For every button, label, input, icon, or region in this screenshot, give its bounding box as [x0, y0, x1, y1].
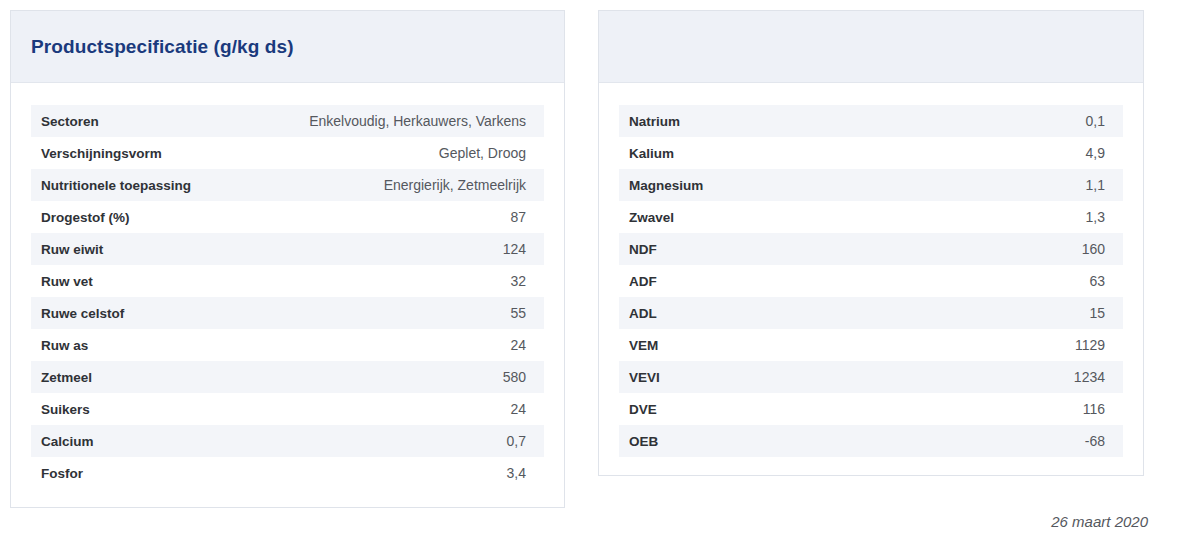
table-row: Ruw vet 32: [31, 265, 544, 297]
row-value: 160: [1082, 241, 1105, 257]
row-label: Calcium: [41, 434, 94, 449]
spec-table-left: Sectoren Enkelvoudig, Herkauwers, Varken…: [11, 83, 564, 507]
mineral-spec-card: Natrium 0,1 Kalium 4,9 Magnesium 1,1 Zwa…: [598, 10, 1144, 476]
row-value: 0,1: [1086, 113, 1105, 129]
row-value: Energierijk, Zetmeelrijk: [384, 177, 526, 193]
table-row: Ruw eiwit 124: [31, 233, 544, 265]
row-value: 24: [510, 337, 526, 353]
table-row: Zwavel 1,3: [619, 201, 1123, 233]
table-row: VEVI 1234: [619, 361, 1123, 393]
row-label: Nutritionele toepassing: [41, 178, 191, 193]
row-label: VEM: [629, 338, 658, 353]
row-label: Zetmeel: [41, 370, 92, 385]
row-label: Verschijningsvorm: [41, 146, 162, 161]
row-value: 55: [510, 305, 526, 321]
row-value: 0,7: [507, 433, 526, 449]
page-title: Productspecificatie (g/kg ds): [31, 36, 294, 58]
row-value: 1,1: [1086, 177, 1105, 193]
row-label: Kalium: [629, 146, 674, 161]
spec-cards-container: Productspecificatie (g/kg ds) Sectoren E…: [0, 0, 1180, 518]
row-label: Ruwe celstof: [41, 306, 124, 321]
spec-table-right: Natrium 0,1 Kalium 4,9 Magnesium 1,1 Zwa…: [599, 83, 1143, 475]
row-label: Zwavel: [629, 210, 674, 225]
row-value: 32: [510, 273, 526, 289]
row-value: 87: [510, 209, 526, 225]
row-label: Sectoren: [41, 114, 99, 129]
row-value: 116: [1083, 401, 1105, 417]
table-row: OEB -68: [619, 425, 1123, 457]
row-label: Fosfor: [41, 466, 83, 481]
table-row: Kalium 4,9: [619, 137, 1123, 169]
row-label: Suikers: [41, 402, 90, 417]
product-spec-card: Productspecificatie (g/kg ds) Sectoren E…: [10, 10, 565, 508]
row-value: -68: [1085, 433, 1105, 449]
row-label: NDF: [629, 242, 657, 257]
row-label: Natrium: [629, 114, 680, 129]
row-label: Drogestof (%): [41, 210, 130, 225]
row-label: ADF: [629, 274, 657, 289]
row-label: DVE: [629, 402, 657, 417]
table-row: Calcium 0,7: [31, 425, 544, 457]
table-row: Natrium 0,1: [619, 105, 1123, 137]
table-row: NDF 160: [619, 233, 1123, 265]
row-value: 124: [503, 241, 526, 257]
row-value: Enkelvoudig, Herkauwers, Varkens: [309, 113, 526, 129]
table-row: Ruw as 24: [31, 329, 544, 361]
row-value: 3,4: [507, 465, 526, 481]
row-value: 24: [510, 401, 526, 417]
row-value: 580: [503, 369, 526, 385]
table-row: Fosfor 3,4: [31, 457, 544, 489]
row-value: 4,9: [1086, 145, 1105, 161]
row-value: 1129: [1075, 337, 1105, 353]
table-row: Suikers 24: [31, 393, 544, 425]
row-value: 1234: [1074, 369, 1105, 385]
row-label: Ruw vet: [41, 274, 93, 289]
card-header: Productspecificatie (g/kg ds): [11, 11, 564, 83]
card-header-empty: [599, 11, 1143, 83]
table-row: Nutritionele toepassing Energierijk, Zet…: [31, 169, 544, 201]
table-row: ADL 15: [619, 297, 1123, 329]
table-row: Zetmeel 580: [31, 361, 544, 393]
table-row: Verschijningsvorm Geplet, Droog: [31, 137, 544, 169]
row-value: Geplet, Droog: [439, 145, 526, 161]
table-row: Sectoren Enkelvoudig, Herkauwers, Varken…: [31, 105, 544, 137]
table-row: Magnesium 1,1: [619, 169, 1123, 201]
row-label: Ruw eiwit: [41, 242, 103, 257]
table-row: Ruwe celstof 55: [31, 297, 544, 329]
row-label: Magnesium: [629, 178, 703, 193]
row-label: VEVI: [629, 370, 660, 385]
row-label: OEB: [629, 434, 658, 449]
row-label: Ruw as: [41, 338, 88, 353]
table-row: DVE 116: [619, 393, 1123, 425]
row-value: 1,3: [1086, 209, 1105, 225]
table-row: ADF 63: [619, 265, 1123, 297]
date-note: 26 maart 2020: [1051, 513, 1148, 530]
table-row: VEM 1129: [619, 329, 1123, 361]
row-value: 15: [1089, 305, 1105, 321]
table-row: Drogestof (%) 87: [31, 201, 544, 233]
row-label: ADL: [629, 306, 657, 321]
row-value: 63: [1089, 273, 1105, 289]
